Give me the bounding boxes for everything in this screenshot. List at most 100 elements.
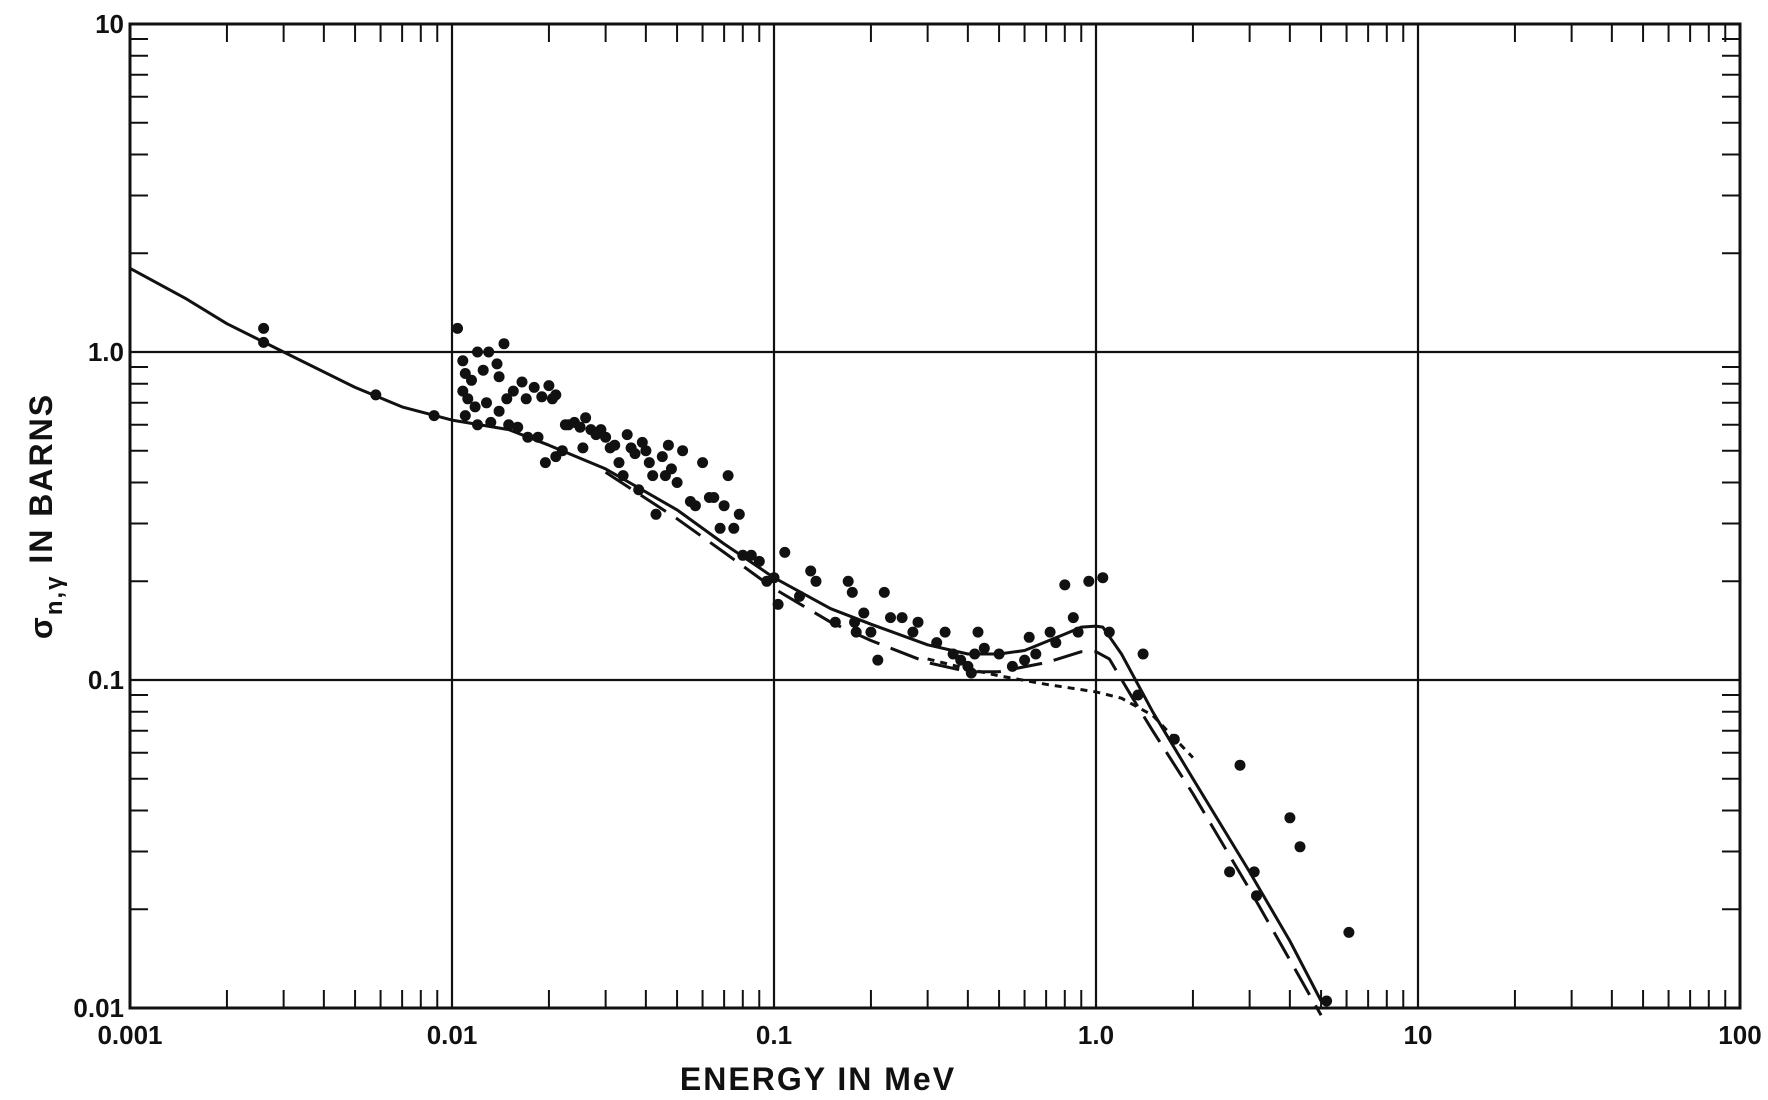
data-point (993, 648, 1005, 660)
data-point (733, 508, 745, 520)
data-point (1234, 759, 1246, 771)
data-point (498, 338, 510, 350)
data-point (1168, 733, 1180, 745)
data-point (600, 431, 612, 443)
x-tick-label: 10 (1404, 1020, 1433, 1050)
y-axis-units: IN BARNS (23, 393, 59, 564)
data-point (640, 445, 652, 457)
data-point (947, 648, 959, 660)
data-point (481, 397, 492, 409)
data-point (697, 457, 709, 469)
data-point (483, 346, 495, 358)
x-axis-title: ENERGY IN MeV (680, 1061, 956, 1097)
data-point (428, 410, 440, 422)
data-point (939, 626, 951, 638)
data-point (643, 457, 655, 469)
data-point (1251, 890, 1262, 902)
data-point (1321, 995, 1333, 1007)
y-axis-subscript: n,γ (41, 574, 68, 615)
data-point (493, 371, 505, 383)
data-point (662, 439, 674, 451)
data-point (1059, 579, 1071, 591)
data-point (1132, 689, 1144, 701)
data-point (472, 346, 483, 358)
data-point (617, 470, 629, 482)
data-point (370, 389, 382, 401)
data-point (849, 616, 861, 628)
data-point (466, 374, 477, 386)
data-point (972, 626, 984, 638)
data-point (810, 575, 822, 587)
data-point (613, 457, 625, 469)
data-point (516, 376, 528, 388)
x-tick-label: 0.001 (97, 1020, 162, 1050)
data-point (1103, 626, 1115, 638)
data-point (574, 421, 586, 433)
x-tick-label: 0.1 (756, 1020, 792, 1050)
data-point (896, 612, 908, 624)
data-point (912, 616, 924, 628)
data-point (1044, 626, 1056, 638)
plot-frame (128, 22, 1742, 1010)
data-point (1072, 626, 1084, 638)
data-point (714, 522, 726, 534)
data-point (1224, 866, 1236, 878)
data-point (768, 572, 780, 584)
data-point (1006, 660, 1018, 672)
data-point (512, 421, 524, 433)
data-point (452, 322, 463, 334)
data-point (528, 381, 540, 393)
data-point (779, 546, 791, 558)
minor-ticks (130, 24, 1740, 1008)
data-point (1030, 648, 1042, 660)
svg-text:σn,γ IN BARNS: σn,γ IN BARNS (23, 393, 68, 639)
data-point (462, 393, 474, 405)
y-tick-label: 10 (95, 9, 124, 39)
data-point (493, 405, 505, 417)
data-point (550, 389, 562, 401)
data-point (520, 393, 532, 405)
y-axis-title: σn,γ IN BARNS (23, 393, 68, 639)
data-point (969, 648, 981, 660)
data-point (580, 412, 592, 424)
y-tick-label: 1.0 (88, 337, 124, 367)
data-point (753, 555, 765, 567)
data-points (258, 322, 1355, 1007)
data-point (491, 358, 503, 370)
data-point (1137, 648, 1149, 660)
data-point (665, 463, 677, 475)
data-point (794, 590, 805, 602)
data-point (556, 445, 568, 457)
data-point (501, 393, 513, 405)
data-point (689, 500, 701, 512)
y-axis-spacer (23, 564, 59, 575)
data-point (633, 484, 645, 496)
data-point (477, 364, 489, 376)
data-point (737, 549, 749, 561)
data-point (772, 598, 784, 610)
data-point (722, 470, 734, 482)
long-dash-curve (604, 470, 1323, 1017)
data-point (258, 336, 270, 348)
data-point (965, 667, 977, 679)
x-tick-label: 100 (1718, 1020, 1761, 1050)
data-point (1097, 572, 1109, 584)
data-point (507, 385, 519, 397)
data-point (577, 442, 589, 454)
y-axis-symbol: σ (23, 615, 59, 639)
data-point (907, 626, 919, 638)
data-point (539, 457, 551, 469)
data-point (846, 586, 858, 598)
data-point (647, 470, 659, 482)
data-point (718, 500, 730, 512)
data-point (1248, 866, 1260, 878)
data-point (1083, 575, 1095, 587)
data-point (532, 431, 544, 443)
data-point (671, 477, 683, 488)
data-point (842, 575, 854, 587)
data-point (1284, 812, 1296, 824)
data-point (850, 626, 862, 638)
data-point (636, 436, 648, 448)
